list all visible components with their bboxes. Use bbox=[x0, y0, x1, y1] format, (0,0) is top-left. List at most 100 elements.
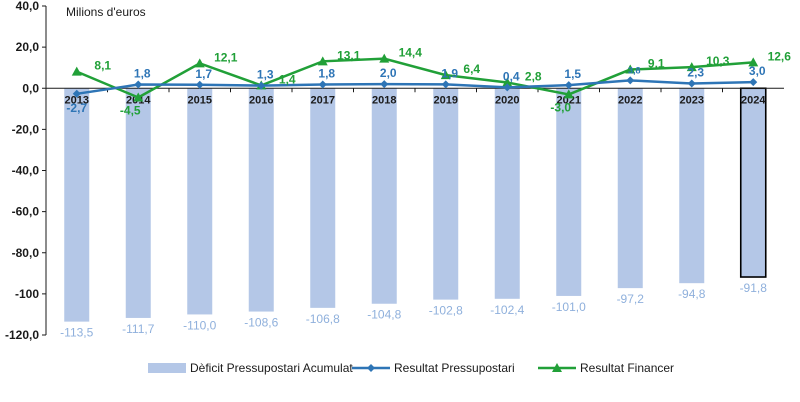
resultat-financer-label: 13,1 bbox=[337, 48, 361, 62]
resultat-financer-marker bbox=[71, 66, 82, 76]
deficit-bar bbox=[187, 88, 213, 315]
plot-area: 40,0 20,0 0,0 -20,0 -40,0 -60,0 -80,0 -100 -120,… bbox=[5, 0, 47, 342]
deficit-bar-label: -111,7 bbox=[122, 322, 155, 336]
x-tick-label: 2022 bbox=[618, 94, 642, 106]
resultat-financer-label: 12,6 bbox=[768, 49, 792, 63]
deficit-bar bbox=[371, 88, 397, 304]
y-tick-label: -80,0 bbox=[12, 246, 40, 260]
resultat-pressupostari-marker bbox=[257, 81, 266, 90]
resultat-financer-marker bbox=[317, 56, 328, 66]
y-tick-label: -100 bbox=[15, 287, 39, 301]
legend: Dèficit Pressupostari Acumulat Resultat P… bbox=[148, 361, 674, 375]
x-tick-label: 2020 bbox=[495, 94, 519, 106]
deficit-bar bbox=[248, 88, 274, 312]
line-series bbox=[71, 53, 759, 102]
resultat-pressupostari-line bbox=[76, 79, 754, 96]
deficit-bar-label: -91,8 bbox=[740, 281, 768, 295]
deficit-bar-label: -101,0 bbox=[552, 300, 586, 314]
deficit-bar-label: -108,6 bbox=[244, 316, 278, 330]
resultat-pressupostari-label: -2,7 bbox=[66, 101, 87, 115]
resultat-financer-marker bbox=[748, 57, 759, 67]
resultat-pressupostari-label: 0,4 bbox=[503, 69, 520, 83]
resultat-pressupostari-marker bbox=[441, 80, 450, 89]
y-tick-label: -20,0 bbox=[12, 122, 40, 136]
resultat-financer-label: -4,5 bbox=[120, 104, 141, 118]
unit-label: Milions d'euros bbox=[66, 5, 146, 19]
resultat-financer-marker bbox=[133, 92, 144, 102]
resultat-pressupostari-label: 3,8 bbox=[628, 65, 641, 75]
resultat-financer-label: 6,4 bbox=[463, 62, 480, 76]
resultat-pressupostari-marker bbox=[503, 83, 512, 92]
legend-label-pressupostari: Resultat Pressupostari bbox=[394, 361, 515, 375]
deficit-bar bbox=[125, 88, 151, 318]
resultat-pressupostari-marker bbox=[195, 80, 204, 89]
resultat-pressupostari-label: 1,7 bbox=[195, 67, 212, 81]
deficit-bar-label: -94,8 bbox=[678, 287, 706, 301]
deficit-bar bbox=[64, 88, 90, 322]
x-tick-label: 2019 bbox=[434, 94, 458, 106]
legend-label-deficit: Dèficit Pressupostari Acumulat bbox=[190, 361, 353, 375]
resultat-financer-line bbox=[76, 57, 754, 99]
deficit-bar bbox=[433, 88, 459, 300]
deficit-bar-label: -104,8 bbox=[367, 308, 401, 322]
deficit-bar-label: -106,8 bbox=[306, 312, 340, 326]
resultat-financer-label: 8,1 bbox=[94, 59, 111, 73]
resultat-financer-label: 1,4 bbox=[279, 72, 296, 86]
resultat-pressupostari-label: 1,5 bbox=[564, 67, 581, 81]
y-tick-label: -60,0 bbox=[12, 205, 40, 219]
deficit-bar-label: -102,8 bbox=[429, 304, 463, 318]
resultat-financer-marker bbox=[194, 58, 205, 68]
y-tick-label: 20,0 bbox=[16, 40, 40, 54]
x-tick-label: 2024 bbox=[741, 94, 766, 106]
y-tick-label: -40,0 bbox=[12, 164, 40, 178]
y-tick-label: 40,0 bbox=[16, 0, 40, 13]
y-tick-label: -120,0 bbox=[5, 328, 39, 342]
x-tick-label: 2013 bbox=[65, 94, 89, 106]
deficit-bar-label: -113,5 bbox=[60, 326, 93, 340]
resultat-financer-label: 12,1 bbox=[214, 50, 238, 64]
legend-marker-pressupostari bbox=[367, 364, 375, 372]
x-tick-label: 2016 bbox=[249, 94, 273, 106]
resultat-pressupostari-marker bbox=[134, 80, 143, 89]
deficit-bar bbox=[556, 88, 582, 296]
resultat-pressupostari-label: 3,0 bbox=[749, 64, 766, 78]
resultat-pressupostari-marker bbox=[72, 89, 81, 98]
resultat-financer-marker bbox=[686, 62, 697, 72]
deficit-bar bbox=[679, 88, 705, 284]
legend-swatch-deficit bbox=[148, 363, 186, 373]
legend-marker-financer bbox=[552, 363, 562, 372]
deficit-bars bbox=[64, 87, 767, 322]
resultat-financer-label: -3,0 bbox=[550, 100, 571, 114]
resultat-financer-marker bbox=[440, 70, 451, 80]
resultat-financer-label: 9,1 bbox=[648, 57, 665, 71]
legend-label-financer: Resultat Financer bbox=[580, 361, 674, 375]
resultat-pressupostari-label: 1,3 bbox=[257, 68, 274, 82]
resultat-financer-marker bbox=[563, 89, 574, 99]
resultat-financer-marker bbox=[625, 64, 636, 74]
resultat-pressupostari-marker bbox=[380, 80, 389, 89]
deficit-bar bbox=[494, 88, 520, 299]
deficit-bar-label: -97,2 bbox=[617, 292, 645, 306]
resultat-pressupostari-label: 1,8 bbox=[318, 67, 335, 81]
x-tick-label: 2021 bbox=[557, 94, 581, 106]
resultat-financer-label: 2,8 bbox=[525, 69, 542, 83]
resultat-pressupostari-marker bbox=[626, 76, 635, 85]
resultat-pressupostari-marker bbox=[749, 78, 758, 87]
resultat-pressupostari-marker bbox=[687, 79, 696, 88]
resultat-pressupostari-marker bbox=[564, 81, 573, 90]
resultat-financer-label: 10,3 bbox=[706, 54, 730, 68]
deficit-bar-highlighted bbox=[739, 87, 767, 278]
deficit-bar-label: -110,0 bbox=[183, 318, 216, 332]
resultat-pressupostari-marker bbox=[318, 80, 327, 89]
x-tick-label: 2018 bbox=[372, 94, 396, 106]
resultat-financer-marker bbox=[379, 53, 390, 63]
y-tick-label: 0,0 bbox=[22, 81, 39, 95]
x-tick-label: 2023 bbox=[680, 94, 704, 106]
x-tick-label: 2015 bbox=[188, 94, 212, 106]
data-labels: -113,5 -111,7 -110,0 -108,6 -106,8 -104,8 -102… bbox=[60, 46, 791, 340]
resultat-pressupostari-label: 2,3 bbox=[687, 66, 704, 80]
x-axis: 2013201420152016201720182019202020212022… bbox=[45, 87, 784, 106]
resultat-financer-label: 14,4 bbox=[399, 46, 423, 60]
resultat-pressupostari-label: 1,9 bbox=[441, 66, 458, 80]
